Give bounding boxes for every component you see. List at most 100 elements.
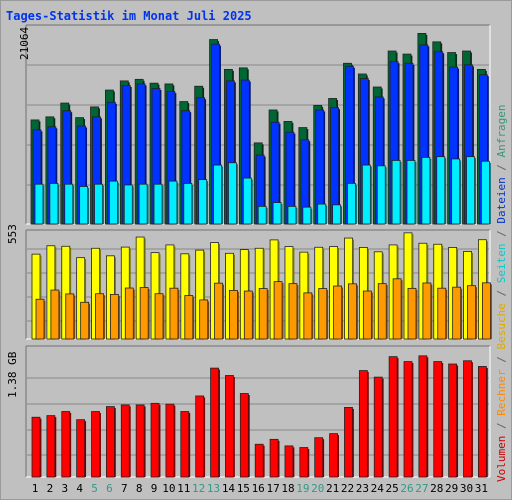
day-label: 31 [474, 482, 489, 495]
bar-shadow-seiten-day-1 [43, 185, 45, 224]
bar-shadow-dateien-day-27 [427, 46, 430, 225]
bar-shadow-dateien-day-28 [442, 53, 445, 225]
bar-seiten-day-15 [242, 177, 252, 225]
bar-shadow-seiten-day-11 [191, 184, 194, 224]
day-label: 10 [162, 482, 176, 495]
legend-separator: / [495, 349, 508, 370]
bar-shadow-besuche-day-1 [40, 255, 42, 339]
bar-shadow-rechner-day-5 [103, 295, 105, 339]
bar-rechner-day-20 [318, 288, 328, 340]
bar-shadow-rechner-day-12 [207, 301, 210, 339]
bar-shadow-seiten-day-30 [474, 158, 476, 224]
bar-rechner-day-4 [80, 301, 90, 340]
day-label: 8 [135, 482, 143, 495]
bar-shadow-seiten-day-17 [281, 204, 283, 224]
bar-volumen-day-16 [254, 443, 264, 478]
bar-rechner-day-11 [184, 295, 194, 340]
bar-seiten-day-10 [168, 180, 178, 225]
bar-seiten-day-26 [406, 160, 416, 225]
day-label: 22 [340, 482, 355, 495]
bar-shadow-rechner-day-16 [267, 290, 269, 339]
bar-shadow-dateien-day-22 [353, 67, 355, 224]
bar-rechner-day-2 [50, 289, 60, 340]
bar-seiten-day-25 [391, 160, 401, 225]
bar-shadow-seiten-day-31 [489, 162, 491, 224]
bar-shadow-volumen-day-11 [188, 413, 191, 477]
bar-seiten-day-16 [257, 205, 267, 225]
bar-rechner-day-1 [35, 298, 45, 340]
day-label: 28 [430, 482, 444, 495]
bar-shadow-volumen-day-28 [441, 363, 444, 477]
bar-volumen-day-12 [195, 395, 205, 478]
bar-volumen-day-10 [165, 403, 175, 478]
bar-shadow-rechner-day-20 [326, 290, 329, 339]
bar-shadow-volumen-day-7 [129, 406, 131, 477]
bar-seiten-day-3 [64, 183, 74, 225]
bar-shadow-volumen-day-4 [84, 421, 87, 477]
bar-shadow-seiten-day-2 [57, 184, 60, 224]
bar-rechner-day-21 [333, 285, 343, 340]
bar-seiten-day-8 [138, 183, 148, 225]
bar-shadow-rechner-day-24 [386, 285, 388, 339]
bar-seiten-day-17 [272, 202, 282, 225]
day-label: 9 [150, 482, 158, 495]
bar-seiten-day-6 [109, 180, 118, 225]
bar-shadow-volumen-day-14 [233, 376, 235, 477]
legend-item: Rechner [495, 369, 508, 416]
legend-separator: / [495, 283, 508, 304]
day-label: 23 [355, 482, 369, 495]
bar-seiten-day-5 [94, 183, 103, 225]
bar-volumen-day-15 [239, 393, 249, 478]
bar-shadow-rechner-day-1 [44, 300, 46, 339]
bar-shadow-seiten-day-6 [117, 182, 119, 224]
bar-volumen-day-21 [329, 433, 339, 478]
bar-shadow-volumen-day-27 [426, 357, 429, 477]
day-label: 27 [415, 482, 429, 495]
bar-shadow-dateien-day-9 [160, 90, 162, 225]
bar-shadow-rechner-day-14 [237, 291, 239, 339]
bar-shadow-rechner-day-22 [356, 285, 358, 339]
bar-shadow-seiten-day-26 [415, 161, 417, 224]
bar-volumen-day-5 [91, 411, 100, 478]
bar-shadow-dateien-day-25 [398, 63, 400, 224]
bar-volumen-day-4 [76, 419, 86, 478]
bar-shadow-rechner-day-4 [88, 303, 91, 339]
bar-seiten-day-14 [228, 162, 237, 225]
bar-shadow-seiten-day-15 [251, 179, 253, 224]
day-label: 4 [76, 482, 83, 495]
bar-shadow-rechner-day-17 [282, 283, 284, 339]
bar-shadow-volumen-day-29 [456, 365, 459, 477]
bar-shadow-rechner-day-28 [445, 289, 448, 339]
bar-shadow-seiten-day-14 [236, 164, 238, 224]
bar-shadow-volumen-day-21 [337, 435, 339, 477]
bottom-panel-max-label: 1.38 GB [6, 351, 19, 398]
day-label: 25 [385, 482, 399, 495]
bar-rechner-day-27 [422, 282, 432, 340]
bar-rechner-day-22 [348, 283, 357, 340]
bar-shadow-volumen-day-1 [40, 418, 42, 477]
bar-shadow-volumen-day-13 [218, 369, 220, 477]
bar-rechner-day-7 [124, 287, 134, 340]
bar-shadow-rechner-day-25 [401, 280, 403, 339]
day-label: 19 [296, 482, 310, 495]
bar-shadow-volumen-day-30 [471, 362, 473, 477]
bar-shadow-dateien-day-30 [472, 66, 474, 224]
bar-volumen-day-2 [46, 415, 56, 478]
bar-volumen-day-7 [120, 404, 130, 478]
day-label: 6 [106, 482, 113, 495]
bar-shadow-dateien-day-8 [145, 85, 147, 224]
bar-shadow-volumen-day-5 [99, 413, 101, 477]
bar-shadow-rechner-day-18 [296, 285, 299, 339]
bar-volumen-day-17 [269, 438, 279, 478]
bar-rechner-day-19 [303, 292, 313, 340]
bar-seiten-day-31 [480, 160, 490, 225]
bar-shadow-volumen-day-2 [54, 417, 57, 477]
bar-shadow-rechner-day-10 [177, 289, 180, 339]
day-label: 13 [206, 482, 221, 495]
bar-shadow-rechner-day-21 [341, 287, 343, 339]
bar-shadow-volumen-day-3 [69, 413, 72, 477]
bar-seiten-day-12 [198, 179, 208, 225]
bar-shadow-besuche-day-3 [69, 247, 72, 339]
bar-rechner-day-25 [392, 278, 402, 340]
